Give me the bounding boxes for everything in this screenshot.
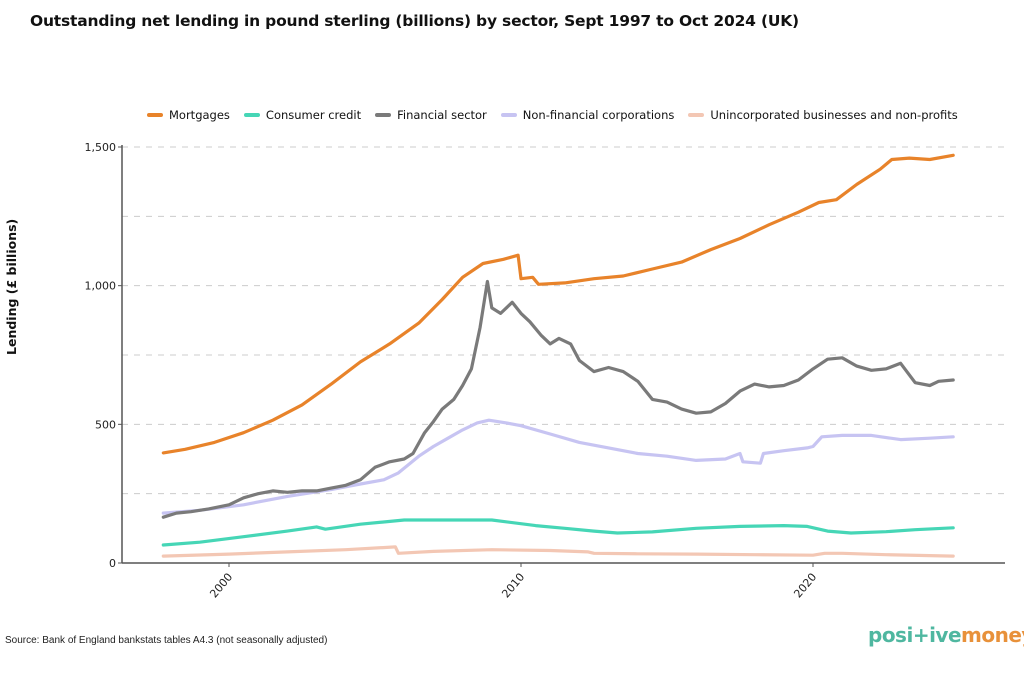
legend-item-non-financial-corporations: Non-financial corporations	[500, 108, 675, 122]
chart-title: Outstanding net lending in pound sterlin…	[30, 12, 799, 30]
legend: Mortgages Consumer credit Financial sect…	[147, 108, 958, 122]
logo-part-money: money	[961, 623, 1024, 647]
legend-label: Unincorporated businesses and non-profit…	[710, 108, 958, 122]
series-line-mortgages	[161, 153, 955, 455]
series-line-financial-sector	[161, 279, 955, 519]
y-tick-label: 0	[109, 557, 116, 570]
logo-part-positive: posi+ive	[868, 623, 962, 647]
x-tick-label: 2000	[207, 571, 235, 601]
legend-item-mortgages: Mortgages	[147, 108, 230, 122]
legend-label: Non-financial corporations	[522, 108, 675, 122]
source-note: Source: Bank of England bankstats tables…	[5, 635, 328, 646]
series-lines	[161, 153, 955, 558]
y-tick-label: 1,000	[85, 280, 117, 293]
x-tick-label: 2020	[791, 571, 819, 601]
legend-label: Financial sector	[397, 108, 487, 122]
legend-item-financial-sector: Financial sector	[375, 108, 487, 122]
x-tick-label: 2010	[499, 571, 527, 601]
legend-label: Consumer credit	[265, 108, 362, 122]
legend-swatch	[688, 113, 705, 117]
legend-item-unincorporated: Unincorporated businesses and non-profit…	[688, 108, 958, 122]
gridlines	[122, 146, 1005, 495]
series-line-unincorporated-businesses-and-non-profits	[161, 545, 955, 558]
legend-swatch	[500, 113, 517, 117]
positive-money-logo: posi+ivemoney	[868, 623, 1024, 647]
legend-swatch	[243, 113, 260, 117]
legend-label: Mortgages	[169, 108, 230, 122]
y-tick-label: 500	[95, 418, 116, 431]
series-line-non-financial-corporations	[161, 418, 955, 515]
series-line-consumer-credit	[161, 518, 955, 547]
y-tick-label: 1,500	[85, 141, 117, 154]
legend-swatch	[147, 113, 163, 117]
legend-item-consumer-credit: Consumer credit	[243, 108, 362, 122]
legend-swatch	[375, 113, 392, 117]
